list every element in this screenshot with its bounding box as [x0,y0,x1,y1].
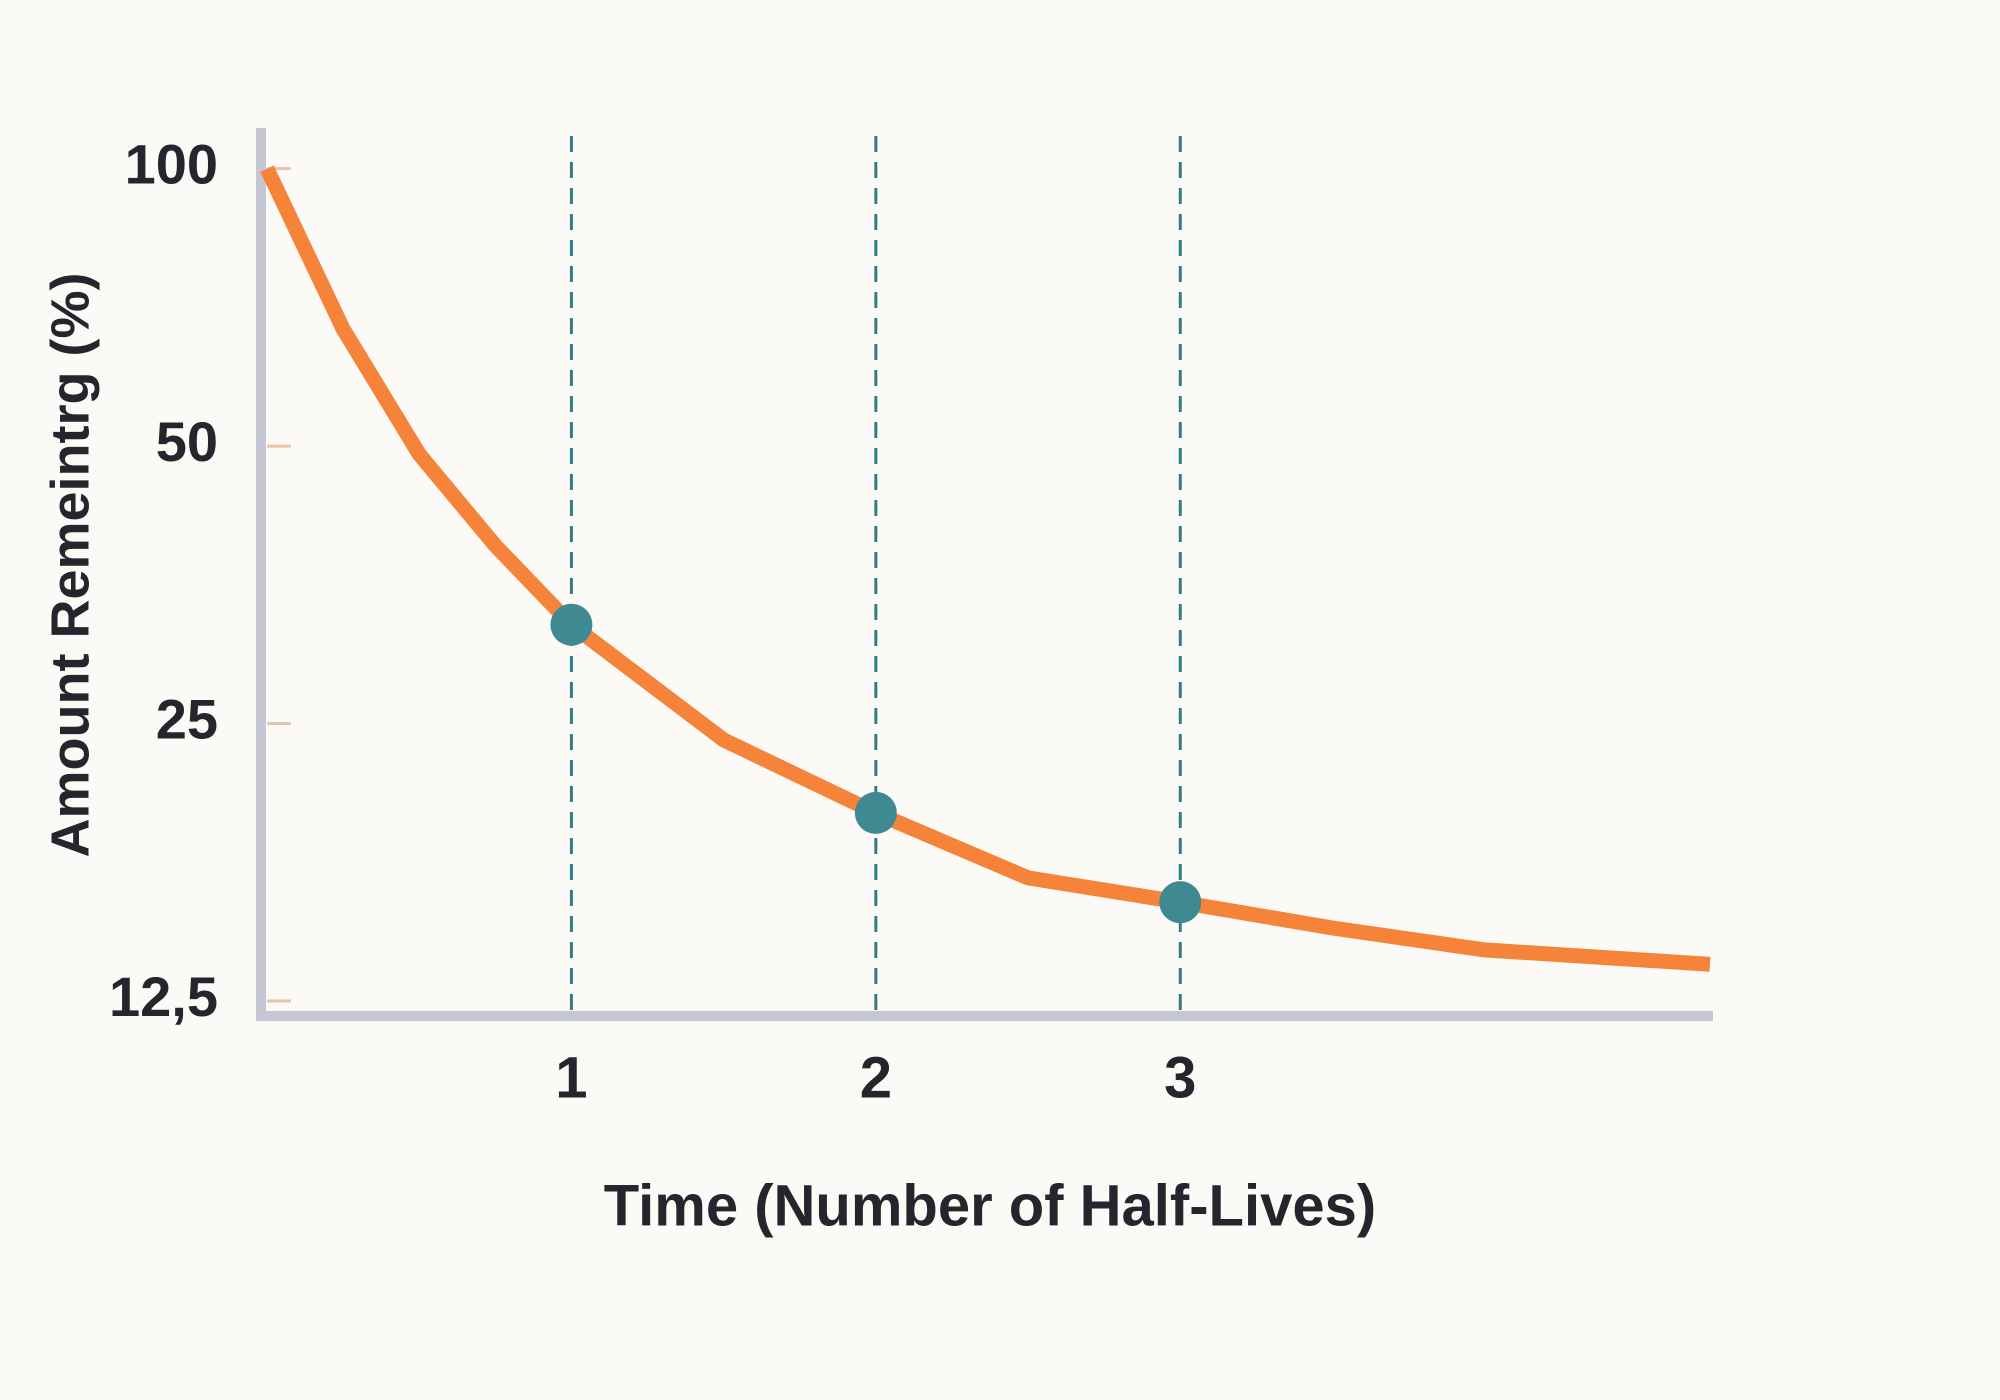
decay-curve [260,165,1711,972]
x-axis-title: Time (Number of Half-Lives) [604,1173,1376,1238]
point-marker [550,603,593,646]
x-tick-label: 3 [1164,1045,1196,1110]
point-marker [1159,881,1202,924]
x-tick-label: 2 [860,1045,892,1110]
y-tick-label: 25 [156,687,218,750]
point-marker [854,791,897,834]
x-tick-label: 1 [555,1045,587,1110]
y-tick-label: 12,5 [109,965,218,1028]
y-axis-title: Amount Remeintrg (%) [40,273,100,858]
y-tick-label: 50 [156,410,218,473]
y-tick-label: 100 [125,132,218,195]
